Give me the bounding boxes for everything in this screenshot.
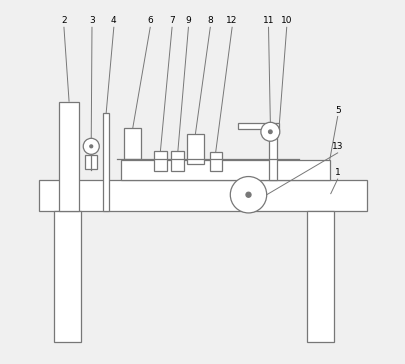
Bar	[153, 151, 166, 171]
Text: 10: 10	[280, 16, 292, 25]
Bar	[306, 211, 333, 342]
Bar	[121, 160, 330, 180]
Bar	[53, 211, 81, 342]
Text: 13: 13	[331, 142, 343, 151]
Text: 6: 6	[147, 16, 153, 25]
Text: 4: 4	[111, 16, 116, 25]
Bar	[237, 123, 279, 129]
Text: 5: 5	[334, 106, 340, 115]
Bar	[171, 151, 184, 171]
Circle shape	[268, 130, 271, 134]
Text: 1: 1	[334, 168, 340, 177]
Text: 8: 8	[207, 16, 213, 25]
Text: 9: 9	[185, 16, 191, 25]
Bar	[59, 102, 79, 211]
Text: 11: 11	[262, 16, 274, 25]
Text: 2: 2	[61, 16, 66, 25]
Circle shape	[90, 145, 92, 148]
Bar	[124, 128, 141, 159]
Text: 7: 7	[169, 16, 175, 25]
Bar	[186, 134, 204, 164]
Bar	[102, 113, 109, 211]
Bar	[209, 152, 222, 171]
Circle shape	[83, 138, 99, 154]
Text: 3: 3	[89, 16, 95, 25]
Circle shape	[230, 177, 266, 213]
Text: 12: 12	[226, 16, 237, 25]
Circle shape	[245, 192, 250, 197]
Bar	[39, 180, 366, 211]
Bar	[269, 127, 277, 180]
Bar	[85, 155, 97, 169]
Circle shape	[260, 122, 279, 141]
